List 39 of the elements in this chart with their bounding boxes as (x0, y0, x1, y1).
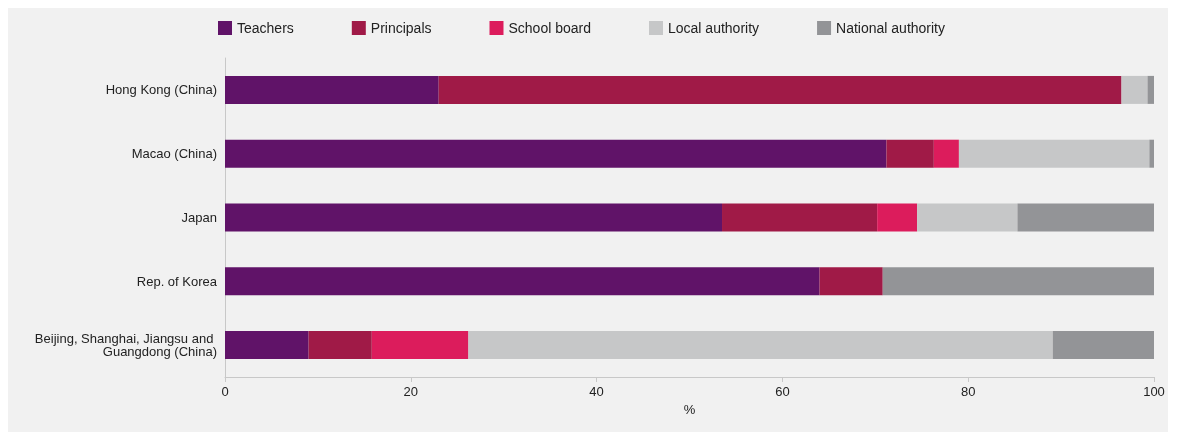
bar (877, 203, 918, 232)
y-tick-label: Japan (181, 210, 217, 225)
y-tick-label: Rep. of Korea (136, 273, 218, 289)
bar (468, 331, 1053, 360)
y-tick-label: Beijing, Shanghai, Jiangsu and Guangdong (China) (34, 331, 217, 360)
bar (225, 267, 820, 296)
x-tick-label: 80 (960, 384, 976, 399)
y-tick-label: Macao (China) (131, 146, 217, 162)
bar (438, 75, 1122, 104)
bar (1052, 331, 1154, 360)
bar (1121, 75, 1148, 104)
bar (886, 139, 934, 168)
bar (225, 75, 439, 104)
x-tick-label: 40 (589, 384, 604, 399)
legend-label: National authority (836, 20, 946, 36)
bar (722, 203, 878, 232)
legend-label: Local authority (668, 20, 760, 36)
x-tick-label: 0 (221, 384, 229, 399)
legend-label: Principals (370, 20, 432, 36)
x-tick-label: 60 (775, 384, 790, 399)
bar (958, 139, 1150, 168)
y-tick-label: Hong Kong (China) (105, 82, 217, 98)
bar (371, 331, 469, 360)
bar (1149, 139, 1154, 168)
bar (933, 139, 959, 168)
x-tick-label: 100 (1143, 384, 1165, 399)
x-axis-title: % (683, 401, 696, 417)
bar (1147, 75, 1154, 104)
bar (225, 331, 309, 360)
bar (819, 267, 883, 296)
legend-label: Teachers (237, 20, 294, 36)
bar (917, 203, 1018, 232)
bar (882, 267, 1154, 296)
x-tick-label: 20 (403, 384, 419, 399)
bar (1017, 203, 1154, 232)
legend-label: School board (508, 20, 592, 36)
bar (225, 139, 887, 168)
bar (308, 331, 372, 360)
bar (225, 203, 723, 232)
